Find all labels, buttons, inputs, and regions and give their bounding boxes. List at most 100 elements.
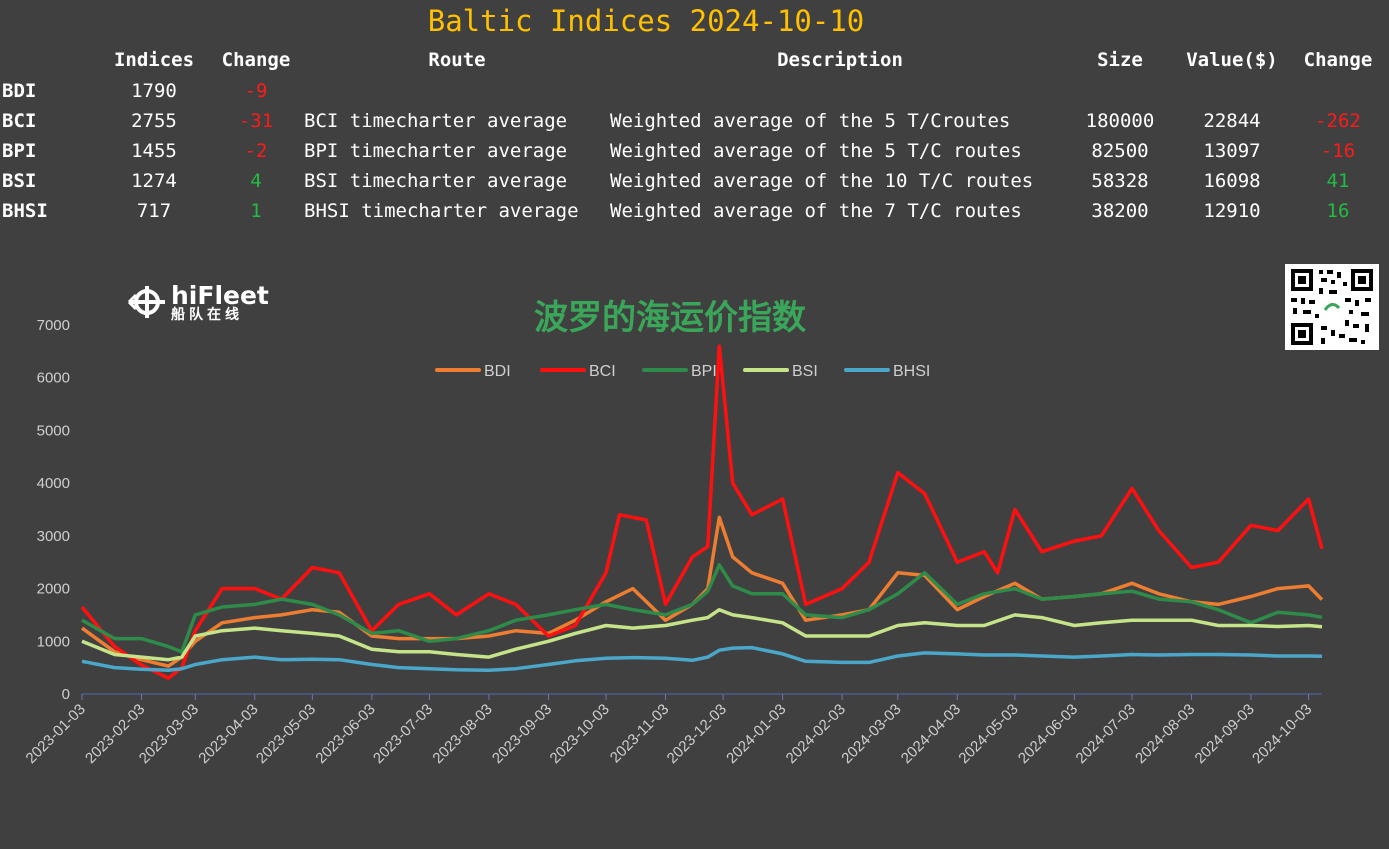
cell-route [304,76,610,106]
x-tick-label: 2024-01-03 [723,701,789,767]
cell-description: Weighted average of the 5 T/Croutes [610,110,1011,132]
qr-code-icon [1291,269,1373,345]
cell-change: 4 [250,170,262,192]
cell-size: 38200 [1091,200,1149,222]
x-tick-label: 2023-06-03 [312,701,378,767]
y-axis: 0 1000 2000 3000 4000 5000 6000 7000 [37,317,70,703]
header-indices: Indices [113,49,195,71]
cell-index: 1455 [131,140,177,162]
hifleet-logo: hiFleet 船队在线 [127,282,269,322]
x-tick-label: 2024-09-03 [1192,701,1258,767]
cell-description [610,76,1070,106]
cell-change: -31 [238,110,274,132]
cell-size: 82500 [1091,140,1149,162]
x-tick-label: 2023-07-03 [370,701,436,767]
x-tick-label: 2024-10-03 [1249,701,1315,767]
header-value-change: Change [1303,49,1373,71]
cell-value-change: -16 [1320,140,1356,162]
cell-value [1170,76,1294,106]
line-chart: 0 1000 2000 3000 4000 5000 6000 7000 2023-01-03… [23,317,1324,767]
table-row: BDI 1790 -9 [2,76,1382,106]
series-line-bsi [81,607,1323,662]
cell-name: BHSI [2,200,48,222]
cell-value: 22844 [1203,110,1261,132]
x-tick-label: 2023-01-03 [23,701,89,767]
chart-legend: BDI BCI BPI BSI BHSI [435,363,930,380]
y-tick-label: 0 [62,686,70,703]
x-tick-label: 2024-03-03 [838,701,904,767]
cell-route: BHSI timecharter average [304,200,579,222]
cell-size: 58328 [1091,170,1149,192]
legend-label-bci: BCI [589,363,616,380]
cell-change: -2 [244,140,268,162]
page-title: Baltic Indices 2024-10-10 [427,4,865,38]
x-tick-label: 2024-02-03 [783,701,849,767]
cell-size: 180000 [1085,110,1155,132]
legend-label-bsi: BSI [792,363,818,380]
cell-index: 2755 [131,110,177,132]
header-change: Change [221,49,291,71]
x-tick-label: 2023-08-03 [429,701,495,767]
table-row: BCI 2755 -31 BCI timecharter average Weighte… [2,106,1382,136]
header-route: Route [428,49,486,71]
header-size: Size [1097,49,1143,71]
cell-value-change: 16 [1326,200,1350,222]
x-tick-label: 2023-04-03 [195,701,261,767]
cell-change: -9 [244,80,268,102]
logo-text-en: hiFleet [171,280,269,310]
header-name [2,44,100,76]
table-row: BSI 1274 4 BSI timecharter average Weighted … [2,166,1382,196]
x-tick-label: 2024-05-03 [955,701,1021,767]
series-lines [80,344,1324,680]
cell-value: 13097 [1203,140,1261,162]
cell-name: BDI [2,80,37,102]
cell-name: BCI [2,110,37,132]
cell-value-change: -262 [1315,110,1361,132]
cell-name: BPI [2,140,37,162]
cell-route: BPI timecharter average [304,140,568,162]
cell-change: 1 [250,200,262,222]
cell-route: BCI timecharter average [304,110,568,132]
logo-text-cn: 船队在线 [171,306,243,323]
y-tick-label: 2000 [37,581,70,598]
cell-index: 1790 [131,80,177,102]
x-tick-label: 2024-06-03 [1015,701,1081,767]
x-tick-label: 2024-08-03 [1132,701,1198,767]
table-row: BPI 1455 -2 BPI timecharter average Weighted… [2,136,1382,166]
x-tick-label: 2023-05-03 [253,701,319,767]
legend-label-bpi: BPI [691,363,717,380]
series-line-bhsi [81,645,1323,673]
table-header-row: Indices Change Route Description Size Va… [2,44,1382,76]
y-tick-label: 5000 [37,422,70,439]
header-description: Description [777,49,903,71]
indices-table: Indices Change Route Description Size Va… [2,44,1382,226]
cell-value-change: 41 [1326,170,1350,192]
cell-description: Weighted average of the 7 T/C routes [610,200,1022,222]
chart-title: 波罗的海运价指数 [534,298,806,338]
cell-size [1070,76,1170,106]
table-row: BHSI 717 1 BHSI timecharter average Weighted… [2,196,1382,226]
cell-description: Weighted average of the 10 T/C routes [610,170,1034,192]
cell-index: 717 [136,200,172,222]
x-tick-label: 2023-09-03 [489,701,555,767]
y-tick-label: 6000 [37,370,70,387]
y-tick-label: 4000 [37,475,70,492]
cell-value: 16098 [1203,170,1261,192]
cell-route: BSI timecharter average [304,170,568,192]
series-line-bpi [81,563,1323,654]
y-tick-label: 3000 [37,528,70,545]
header-value: Value($) [1186,49,1278,71]
cell-value-change [1294,76,1382,106]
cell-description: Weighted average of the 5 T/C routes [610,140,1022,162]
x-tick-label: 2023-10-03 [547,701,613,767]
cell-value: 12910 [1203,200,1261,222]
cell-name: BSI [2,170,37,192]
x-tick-label: 2023-11-03 [607,701,672,766]
cell-index: 1274 [131,170,177,192]
legend-label-bdi: BDI [484,363,511,380]
qr-code [1285,264,1379,350]
x-tick-label: 2024-04-03 [898,701,964,767]
legend-label-bhsi: BHSI [893,363,930,380]
x-tick-label: 2024-07-03 [1073,701,1139,767]
x-axis: 2023-01-032023-02-032023-03-032023-04-03… [23,693,1322,767]
